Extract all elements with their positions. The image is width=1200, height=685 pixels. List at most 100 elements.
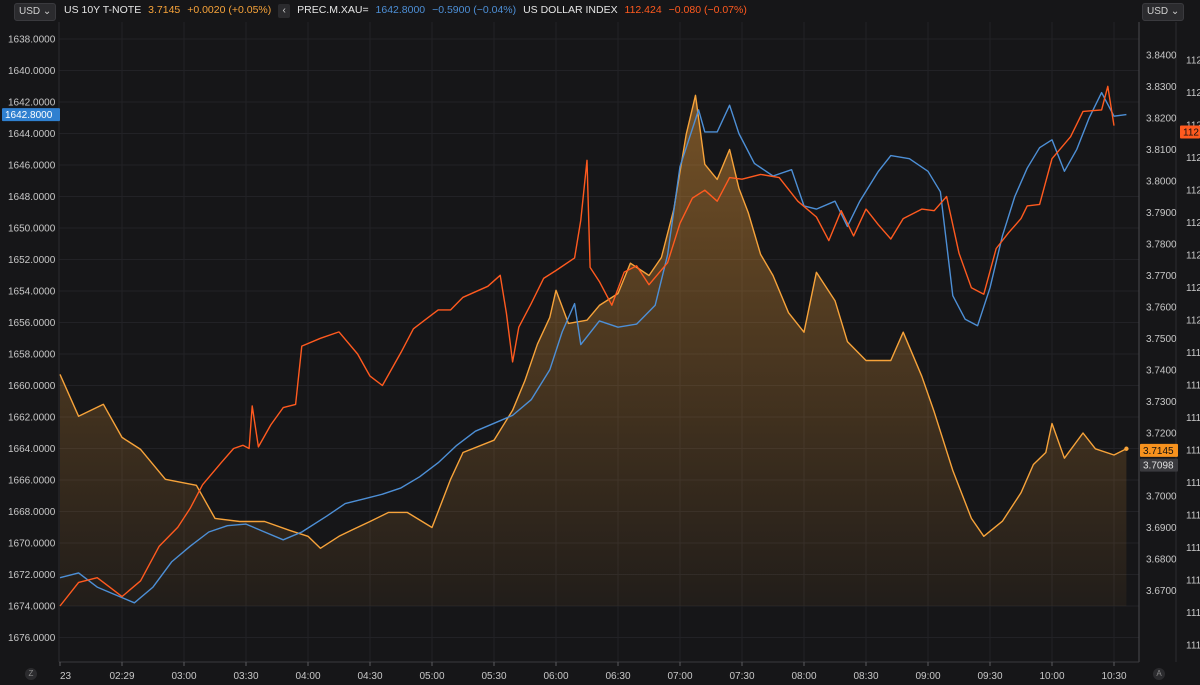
- far-right-tick-label: 111: [1186, 446, 1200, 457]
- right-tick-label: 3.7000: [1146, 492, 1177, 503]
- right-tick-label: 3.8000: [1146, 177, 1177, 188]
- left-tick-label: 1654.0000: [8, 287, 56, 298]
- right-tick-label: 3.8100: [1146, 145, 1177, 156]
- legend-name-tnote[interactable]: US 10Y T-NOTE: [64, 4, 142, 16]
- x-tick-label: 04:30: [357, 671, 382, 682]
- left-tick-label: 1668.0000: [8, 507, 56, 518]
- left-currency-label: USD: [19, 6, 41, 17]
- x-tick-label: 07:00: [667, 671, 692, 682]
- legend-name-gold[interactable]: PREC.M.XAU=: [297, 4, 369, 16]
- far-right-tick-label: 111: [1186, 511, 1200, 522]
- far-right-tick-label: 112: [1186, 316, 1200, 327]
- x-tick-label: 02:29: [109, 671, 134, 682]
- far-right-tick-label: 111: [1186, 381, 1200, 392]
- left-tick-label: 1666.0000: [8, 476, 56, 487]
- right-tick-label: 3.7200: [1146, 429, 1177, 440]
- left-tick-label: 1658.0000: [8, 350, 56, 361]
- right-price-tag-secondary-bg: [1140, 458, 1178, 472]
- far-right-price-tag-bg: [1180, 125, 1200, 139]
- far-right-tick-label: 112: [1186, 186, 1200, 197]
- series-end-dot: [1124, 446, 1129, 451]
- x-tick-label: 10:00: [1039, 671, 1064, 682]
- left-tick-label: 1664.0000: [8, 444, 56, 455]
- far-right-tick-label: 111: [1186, 543, 1200, 554]
- x-tick-label: 03:30: [233, 671, 258, 682]
- right-tick-label: 3.8200: [1146, 114, 1177, 125]
- right-tick-label: 3.6700: [1146, 586, 1177, 597]
- x-tick-label: 03:00: [171, 671, 196, 682]
- x-tick-label: 23: [60, 671, 72, 682]
- far-right-tick-label: 111: [1186, 348, 1200, 359]
- far-right-tick-label: 111: [1186, 576, 1200, 587]
- series-line-dxy: [59, 85, 1115, 607]
- far-right-tick-label: 112: [1186, 251, 1200, 262]
- left-tick-label: 1660.0000: [8, 381, 56, 392]
- legend-change-gold: −0.5900 (−0.04%): [432, 4, 517, 16]
- right-tick-label: 3.6800: [1146, 555, 1177, 566]
- x-axis-ticks: 23 02:29 03:00 03:30 04:00 04:30 05:00 05:30 06:…: [59, 662, 1127, 682]
- right-tick-label: 3.7700: [1146, 271, 1177, 282]
- x-tick-label: 09:30: [977, 671, 1002, 682]
- right-tick-label: 3.7900: [1146, 208, 1177, 219]
- right-tick-label: 3.7600: [1146, 303, 1177, 314]
- left-tick-label: 1676.0000: [8, 633, 56, 644]
- left-axis-ticks: 1638.0000 1640.0000 1642.0000 1644.0000 1646…: [8, 35, 56, 645]
- right-price-tag: 3.7145: [1143, 446, 1174, 457]
- legend-value-tnote: 3.7145: [148, 4, 181, 16]
- far-right-tick-label: 112: [1186, 283, 1200, 294]
- far-right-tick-label: 111: [1186, 641, 1200, 652]
- legend-name-dxy[interactable]: US DOLLAR INDEX: [523, 4, 618, 16]
- left-tick-label: 1646.0000: [8, 161, 56, 172]
- far-right-tick-label: 111: [1186, 478, 1200, 489]
- legend-change-tnote: +0.0020 (+0.05%): [187, 4, 272, 16]
- far-right-tick-label: 112: [1186, 153, 1200, 164]
- left-tick-label: 1638.0000: [8, 35, 56, 46]
- right-tick-label: 3.7400: [1146, 366, 1177, 377]
- right-axis-ticks: 3.8400 3.8300 3.8200 3.8100 3.8000 3.7900 3.78…: [1146, 51, 1177, 598]
- right-tick-label: 3.8300: [1146, 82, 1177, 93]
- left-tick-label: 1650.0000: [8, 224, 56, 235]
- auto-scale-button[interactable]: A: [1153, 668, 1165, 680]
- chevron-down-icon: ⌄: [42, 6, 52, 17]
- left-tick-label: 1656.0000: [8, 318, 56, 329]
- far-right-price-tag: 112: [1183, 128, 1199, 139]
- far-right-tick-label: 112: [1186, 56, 1200, 67]
- right-tick-label: 3.7800: [1146, 240, 1177, 251]
- left-tick-label: 1652.0000: [8, 255, 56, 266]
- legend-change-dxy: −0.080 (−0.07%): [668, 4, 747, 16]
- series-line-tnote: [59, 94, 1127, 549]
- left-currency-selector[interactable]: USD ⌄: [14, 3, 57, 21]
- left-price-tag: 1642.8000: [5, 110, 53, 121]
- left-tick-label: 1642.0000: [8, 98, 56, 109]
- legend-value-gold: 1642.8000: [375, 4, 426, 16]
- right-tick-label: 3.6900: [1146, 523, 1177, 534]
- chart-header: USD ⌄ US 10Y T-NOTE 3.7145 +0.0020 (+0.0…: [0, 0, 1200, 22]
- right-currency-selector[interactable]: USD ⌄: [1142, 3, 1185, 21]
- x-tick-label: 09:00: [915, 671, 940, 682]
- series-legend: US 10Y T-NOTE 3.7145 +0.0020 (+0.05%) ‹ …: [64, 4, 751, 18]
- far-right-tick-label: 112: [1186, 88, 1200, 99]
- right-tick-label: 3.7500: [1146, 334, 1177, 345]
- chevron-down-icon: ⌄: [1170, 6, 1180, 17]
- x-tick-label: 07:30: [729, 671, 754, 682]
- x-tick-label: 10:30: [1101, 671, 1126, 682]
- left-tick-label: 1670.0000: [8, 539, 56, 550]
- x-tick-label: 05:00: [419, 671, 444, 682]
- far-right-tick-label: 111: [1186, 608, 1200, 619]
- x-tick-label: 08:30: [853, 671, 878, 682]
- area-layer: [60, 95, 1127, 607]
- x-tick-label: 06:00: [543, 671, 568, 682]
- left-tick-label: 1640.0000: [8, 66, 56, 77]
- right-currency-label: USD: [1147, 6, 1169, 17]
- zoom-reset-button[interactable]: Z: [25, 668, 37, 680]
- left-tick-label: 1662.0000: [8, 413, 56, 424]
- left-tick-label: 1672.0000: [8, 570, 56, 581]
- legend-collapse-button[interactable]: ‹: [278, 4, 291, 18]
- series-line-gold: [59, 91, 1127, 604]
- legend-value-dxy: 112.424: [624, 4, 662, 16]
- right-tick-label: 3.7300: [1146, 397, 1177, 408]
- right-price-tag-bg: [1140, 443, 1178, 457]
- far-right-tick-label: 111: [1186, 413, 1200, 424]
- left-tick-label: 1674.0000: [8, 602, 56, 613]
